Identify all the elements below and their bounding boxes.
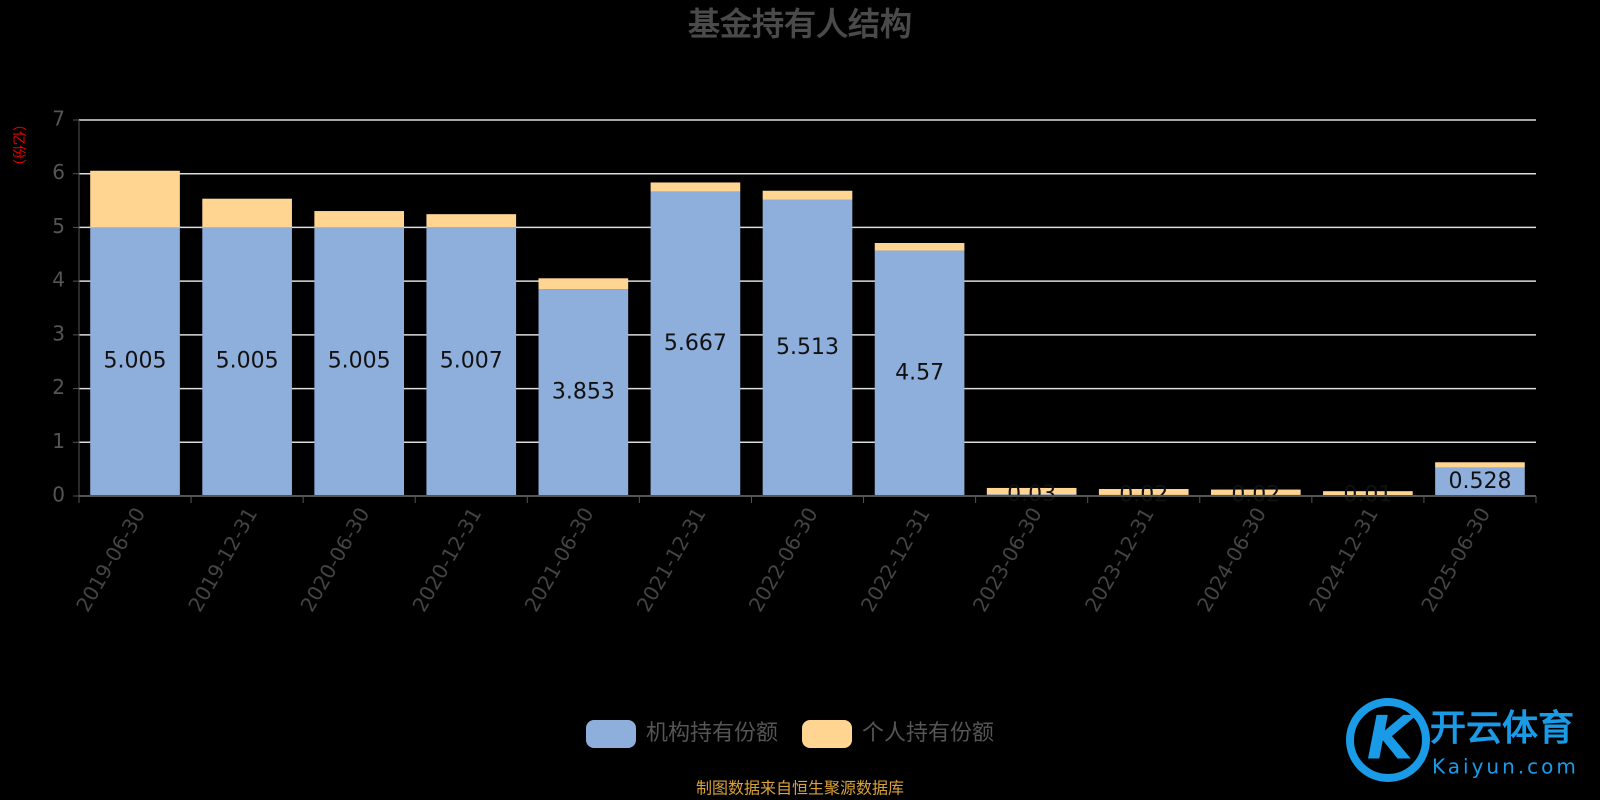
bar-segment [986, 487, 1077, 495]
watermark-site: Kaiyun.com [1432, 755, 1579, 779]
bar-segment [538, 278, 629, 290]
bar-segment [202, 198, 292, 228]
y-tick-label: 3 [52, 321, 65, 345]
bar-segment [1435, 467, 1525, 496]
bar-segment [202, 227, 292, 496]
value-label: 4.57 [895, 360, 944, 385]
value-label: 0.02 [1119, 482, 1168, 507]
source-note: 制图数据来自恒生聚源数据库 [696, 779, 904, 798]
bar-segment [1210, 489, 1301, 495]
value-label: 5.005 [104, 349, 167, 374]
watermark: K 开云体育 Kaiyun.com [1346, 698, 1579, 782]
watermark-brand: 开云体育 [1430, 708, 1574, 749]
value-label: 3.853 [552, 380, 615, 405]
legend-label: 机构持有份额 [646, 721, 778, 746]
y-tick-label: 5 [52, 214, 65, 238]
bar-segment [874, 250, 965, 496]
bar-segment [90, 227, 180, 496]
logo-ring [1346, 698, 1430, 782]
bar-segment [762, 190, 853, 200]
bar-segment [426, 214, 517, 228]
value-label: 5.513 [776, 335, 839, 360]
bar-segment [314, 211, 405, 228]
y-tick-label: 4 [52, 268, 65, 292]
y-axis-label: （亿份） [10, 117, 26, 173]
value-label: 0.02 [1231, 482, 1280, 507]
y-tick-label: 6 [52, 160, 65, 184]
bar-segment [314, 227, 405, 496]
y-tick-label: 1 [52, 429, 65, 453]
value-label: 5.667 [664, 331, 727, 356]
bar-segment [1323, 491, 1413, 496]
value-label: 5.005 [328, 349, 391, 374]
value-label: 5.005 [216, 349, 279, 374]
bar-segment [874, 243, 965, 251]
legend-label: 个人持有份额 [862, 721, 994, 746]
value-label: 5.007 [440, 349, 503, 374]
bar-segment [1098, 489, 1189, 495]
bar-segment [650, 182, 741, 192]
legend-swatch [802, 720, 853, 748]
y-tick-label: 0 [52, 483, 65, 507]
y-tick-label: 2 [52, 375, 65, 399]
bar-segment [650, 191, 741, 496]
value-label: 0.03 [1007, 482, 1056, 507]
legend-swatch [586, 720, 636, 748]
bar-segment [538, 289, 629, 496]
bar-segment [762, 199, 853, 496]
bar-segment [90, 170, 180, 228]
bar-segment [426, 227, 517, 497]
value-label: 0.528 [1448, 469, 1511, 494]
logo-letter: K [1367, 704, 1418, 774]
chart-title: 基金持有人结构 [688, 5, 912, 43]
bar-segment [1435, 462, 1525, 468]
y-tick-label: 7 [52, 107, 65, 131]
